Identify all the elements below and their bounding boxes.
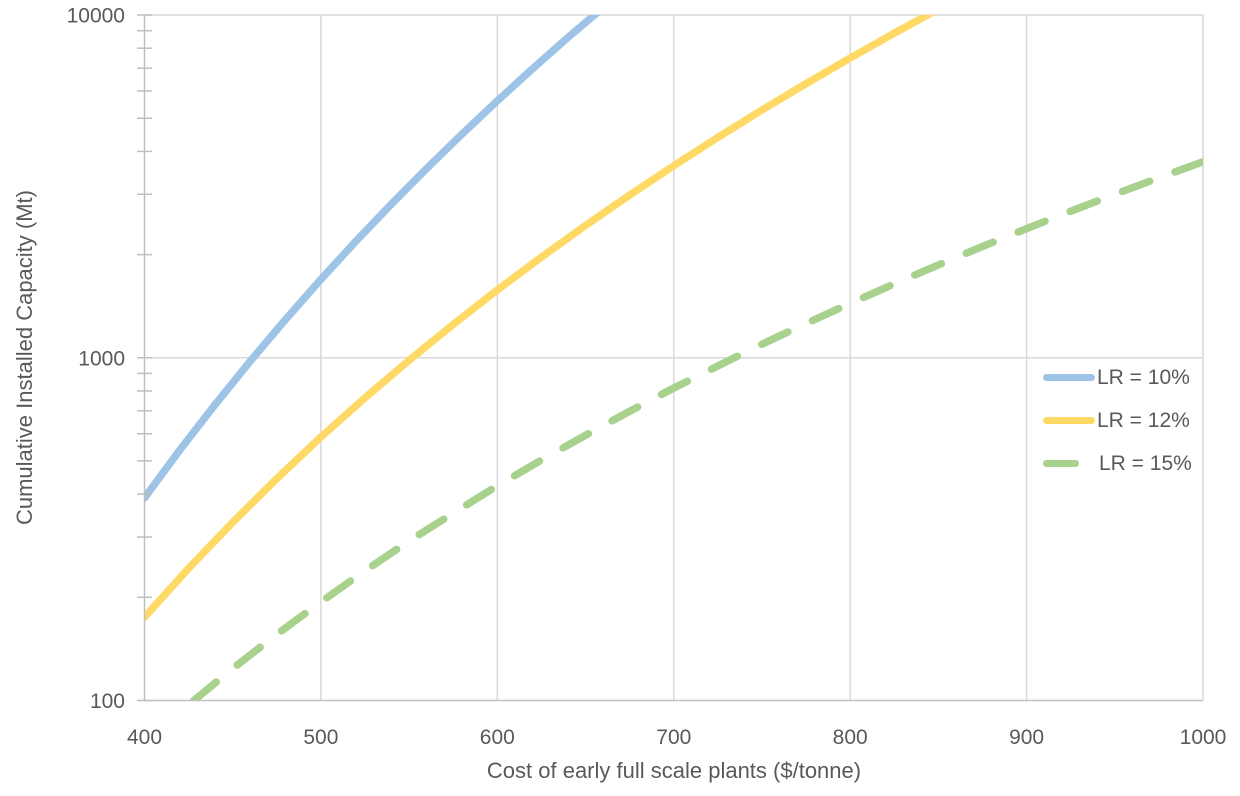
series-line-2 bbox=[190, 158, 1203, 701]
x-tick-label: 600 bbox=[480, 726, 515, 749]
x-tick-label: 800 bbox=[833, 726, 868, 749]
legend-label-lr-12: LR = 12% bbox=[1097, 408, 1190, 432]
legend-item-lr-10: LR = 10% bbox=[1043, 356, 1192, 399]
x-tick-label: 500 bbox=[303, 726, 338, 749]
legend-swatch-lr-10 bbox=[1043, 374, 1095, 381]
legend-label-lr-15: LR = 15% bbox=[1099, 451, 1192, 475]
y-axis-title-text: Cumulative Installed Capacity (Mt) bbox=[12, 190, 37, 526]
y-tick-label: 100 bbox=[90, 690, 125, 713]
legend: LR = 10% LR = 12% LR = 15% bbox=[1043, 356, 1192, 485]
x-tick-label: 400 bbox=[127, 726, 162, 749]
legend-item-lr-15: LR = 15% bbox=[1043, 442, 1192, 485]
series-line-0 bbox=[144, 15, 601, 502]
legend-label-lr-10: LR = 10% bbox=[1097, 365, 1190, 389]
series-line-1 bbox=[144, 15, 936, 621]
y-tick-label: 1000 bbox=[78, 347, 125, 370]
x-tick-label: 700 bbox=[656, 726, 691, 749]
legend-item-lr-12: LR = 12% bbox=[1043, 399, 1192, 442]
x-tick-label: 900 bbox=[1009, 726, 1044, 749]
x-tick-label: 1000 bbox=[1180, 726, 1227, 749]
legend-swatch-lr-12 bbox=[1043, 417, 1095, 424]
y-axis-title: Cumulative Installed Capacity (Mt) bbox=[2, 15, 48, 701]
y-tick-label: 10000 bbox=[67, 5, 125, 28]
x-axis-title: Cost of early full scale plants ($/tonne… bbox=[486, 758, 862, 783]
legend-swatch-lr-15 bbox=[1043, 460, 1079, 467]
